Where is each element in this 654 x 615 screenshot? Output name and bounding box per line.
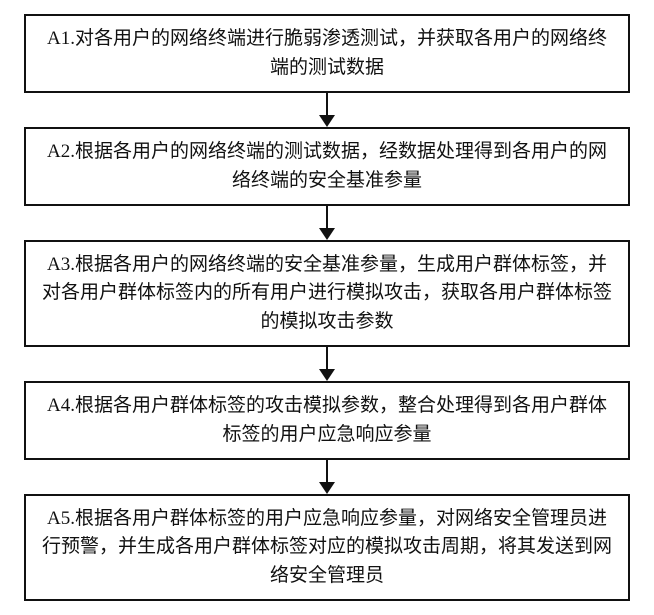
flow-node-a2-text: A2.根据各用户的网络终端的测试数据，经数据处理得到各用户的网络终端的安全基准参… [40, 138, 614, 195]
flow-node-a5: A5.根据各用户群体标签的用户应急响应参量，对网络安全管理员进行预警，并生成各用… [24, 494, 630, 601]
flow-node-a2: A2.根据各用户的网络终端的测试数据，经数据处理得到各用户的网络终端的安全基准参… [24, 127, 630, 206]
arrow-head-icon [319, 228, 335, 240]
arrow-line [326, 206, 328, 228]
flow-arrow-a4-a5 [319, 460, 335, 494]
flow-node-a4: A4.根据各用户群体标签的攻击模拟参数，整合处理得到各用户群体标签的用户应急响应… [24, 381, 630, 460]
flow-arrow-a1-a2 [319, 93, 335, 127]
flow-node-a3: A3.根据各用户的网络终端的安全基准参量，生成用户群体标签，并对各用户群体标签内… [24, 240, 630, 347]
arrow-line [326, 93, 328, 115]
flow-arrow-a3-a4 [319, 347, 335, 381]
arrow-line [326, 347, 328, 369]
arrow-head-icon [319, 115, 335, 127]
arrow-head-icon [319, 369, 335, 381]
arrow-line [326, 460, 328, 482]
arrow-head-icon [319, 482, 335, 494]
flow-node-a5-text: A5.根据各用户群体标签的用户应急响应参量，对网络安全管理员进行预警，并生成各用… [40, 505, 614, 591]
flow-node-a4-text: A4.根据各用户群体标签的攻击模拟参数，整合处理得到各用户群体标签的用户应急响应… [40, 392, 614, 449]
flow-node-a1-text: A1.对各用户的网络终端进行脆弱渗透测试，并获取各用户的网络终端的测试数据 [40, 25, 614, 82]
flow-node-a1: A1.对各用户的网络终端进行脆弱渗透测试，并获取各用户的网络终端的测试数据 [24, 14, 630, 93]
flow-node-a3-text: A3.根据各用户的网络终端的安全基准参量，生成用户群体标签，并对各用户群体标签内… [40, 251, 614, 337]
flow-arrow-a2-a3 [319, 206, 335, 240]
